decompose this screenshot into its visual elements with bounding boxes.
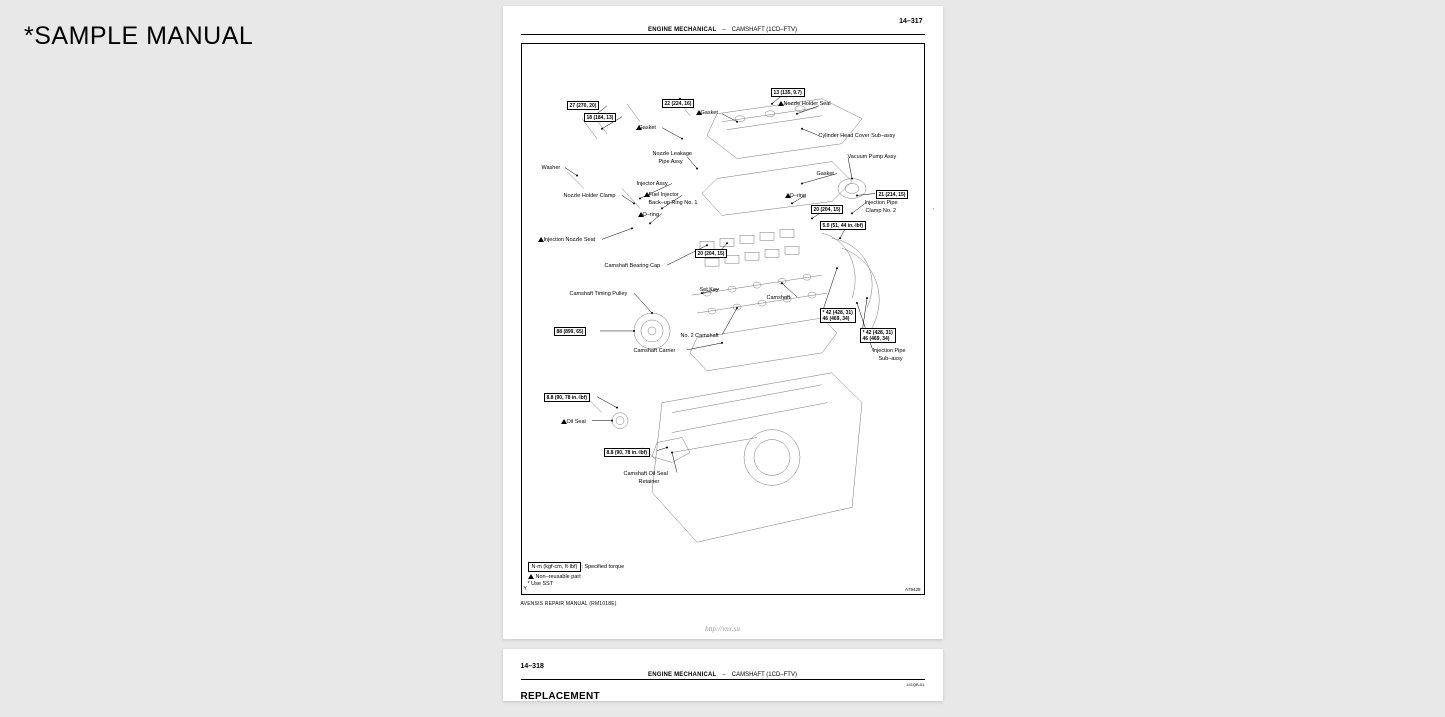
stray-dot: . [933, 205, 934, 211]
page1-section: ENGINE MECHANICAL [648, 27, 716, 33]
callout-gasket-1: Gasket [701, 110, 718, 116]
sample-watermark: *SAMPLE MANUAL [24, 22, 253, 51]
footer-manual-id: AVENSIS REPAIR MANUAL (RM1018E) [521, 601, 925, 607]
nonreusable-marker-icon [696, 110, 702, 115]
manual-page-2: 14–318 ENGINE MECHANICAL – CAMSHAFT (1CD… [503, 649, 943, 701]
legend-nonreusable-text: Non–reusable part [536, 574, 581, 580]
callout-gasket-3: Gasket [817, 171, 834, 177]
callout-cam-carrier: Camshaft Carrier [634, 348, 676, 354]
page2-subsection: CAMSHAFT (1CD–FTV) [732, 672, 797, 678]
page-container: 14–317 ENGINE MECHANICAL – CAMSHAFT (1CD… [503, 0, 943, 701]
nonreusable-marker-icon [644, 192, 650, 197]
page-number-1: 14–317 [521, 18, 925, 25]
torque-spec-t13: 13 (135, 9.7) [771, 88, 805, 97]
torque-spec-t18: 18 (184, 13) [584, 113, 617, 122]
manual-page-1: 14–317 ENGINE MECHANICAL – CAMSHAFT (1CD… [503, 6, 943, 639]
callout-vacuum-pump: Vacuum Pump Assy [848, 154, 897, 160]
legend-sst: * Use SST [528, 581, 918, 588]
callout-inj-pipe-sub-2: Sub–assy [879, 356, 903, 362]
torque-spec-t50: 5.0 (51, 44 in.·lbf) [820, 221, 867, 230]
footer-source-link: http://vnx.su [521, 625, 925, 633]
callout-inj-pipe-clamp-1: Injection Pipe [865, 200, 898, 206]
torque-spec-t88b: 8.8 (90, 78 in.·lbf) [544, 393, 591, 402]
callout-no2-camshaft: No. 2 Camshaft [681, 333, 719, 339]
page2-heading: REPLACEMENT [521, 691, 925, 702]
page2-dash: – [722, 672, 725, 678]
callout-washer: Washer [542, 165, 561, 171]
torque-spec-t20b: 20 (204, 15) [695, 249, 728, 258]
legend-torque-suffix: : Specified torque [581, 564, 624, 570]
torque-spec-t88c: 8.8 (90, 78 in.·lbf) [604, 448, 651, 457]
page-number-2: 14–318 [521, 663, 925, 670]
callout-inj-pipe-sub-1: Injection Pipe [873, 348, 906, 354]
callout-cam-bearing-cap: Camshaft Bearing Cap [605, 263, 661, 269]
callout-cam-oil-seal-1: Camshaft Oil Seal [624, 471, 668, 477]
callout-oil-seal: Oil Seal [567, 419, 586, 425]
callout-oring-2: O–ring [790, 193, 807, 199]
torque-spec-t20a: 20 (204, 15) [811, 205, 844, 214]
legend-triangle-icon [528, 574, 534, 579]
callout-nozzle-holder-clamp: Nozzle Holder Clamp [564, 193, 616, 199]
nonreusable-marker-icon [561, 419, 567, 424]
callout-nozzle-leakage-2: Pipe Assy [659, 159, 683, 165]
callout-nozzle-leakage-1: Nozzle Leakage [653, 151, 692, 157]
torque-spec-t88a: 88 (899, 65) [554, 327, 587, 336]
nonreusable-marker-icon [636, 125, 642, 130]
callout-fuel-injector-2: Back–up Ring No. 1 [649, 200, 698, 206]
callout-cam-oil-seal-2: Retainer [639, 479, 660, 485]
callout-injector-assy: Injector Assy [637, 181, 668, 187]
callout-inj-nozzle-seat: Injection Nozzle Seat [544, 237, 596, 243]
torque-spec-tm1: * 42 (428, 31)46 (469, 34) [820, 308, 856, 323]
torque-spec-t27: 27 (270, 20) [567, 101, 600, 110]
figure-id: A79428 [905, 587, 921, 592]
y-marker: Y [524, 586, 527, 592]
page1-subsection: CAMSHAFT (1CD–FTV) [732, 27, 797, 33]
callout-oring-1: O–ring [643, 212, 660, 218]
callout-set-key: Set Key [700, 287, 719, 293]
callout-fuel-injector-1: Fuel Injector [649, 192, 679, 198]
torque-spec-t22: 22 (224, 16) [662, 99, 695, 108]
torque-spec-t21: 21 (214, 15) [876, 190, 909, 199]
leader-lines [522, 44, 924, 594]
page2-header-rule: ENGINE MECHANICAL – CAMSHAFT (1CD–FTV) [521, 672, 925, 680]
nonreusable-marker-icon [785, 193, 791, 198]
callout-inj-pipe-clamp-2: Clamp No. 2 [866, 208, 897, 214]
exploded-diagram-frame: 27 (270, 20) 18 (184, 13) 22 (224, 16) 13 (… [521, 43, 925, 595]
page2-code: 141QB-01 [521, 682, 925, 687]
nonreusable-marker-icon [638, 212, 644, 217]
nonreusable-marker-icon [778, 101, 784, 106]
callout-camshaft: Camshaft [767, 295, 791, 301]
page1-dash: – [722, 27, 725, 33]
callout-cyl-head-cover: Cylinder Head Cover Sub–assy [819, 133, 896, 139]
legend-area: N·m (kgf·cm, ft·lbf): Specified torque N… [528, 555, 918, 588]
legend-nonreusable: Non–reusable part [528, 574, 918, 581]
torque-spec-tm2: * 42 (428, 31)46 (469, 34) [860, 328, 896, 343]
legend-torque-box: N·m (kgf·cm, ft·lbf) [528, 562, 582, 572]
page1-header-rule: ENGINE MECHANICAL – CAMSHAFT (1CD–FTV) [521, 27, 925, 35]
callout-cam-timing-pulley: Camshaft Timing Pulley [570, 291, 628, 297]
page2-section: ENGINE MECHANICAL [648, 672, 716, 678]
nonreusable-marker-icon [538, 237, 544, 242]
callout-nozzle-holder-seal: Nozzle Holder Seal [784, 101, 831, 107]
